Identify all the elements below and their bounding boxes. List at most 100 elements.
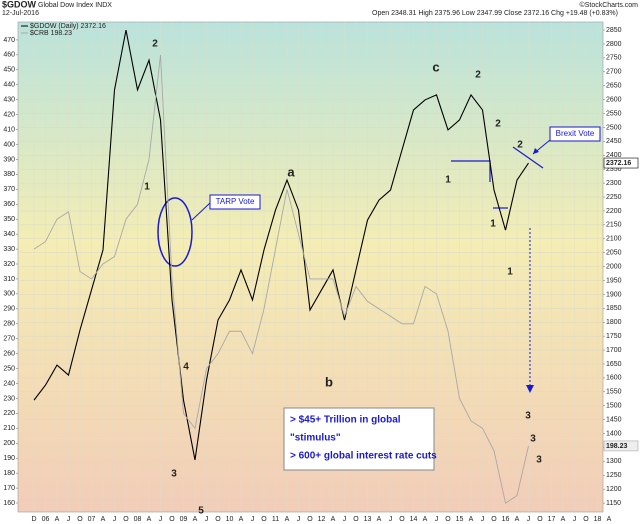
y2-tick-label: 2150: [606, 222, 622, 229]
x-tick-label: 07: [88, 516, 96, 523]
y2-tick-label: 2250: [606, 194, 622, 201]
x-tick-label: J: [205, 516, 209, 523]
x-tick-label: O: [353, 516, 359, 523]
value-label: 198.23: [606, 443, 628, 450]
arrowhead: [533, 148, 539, 154]
y-tick-label: 320: [3, 261, 15, 268]
x-tick-label: A: [331, 516, 336, 523]
y-tick-label: 380: [3, 171, 15, 178]
wave-label: 3: [525, 411, 531, 422]
series-line: [33, 54, 529, 504]
y-tick-label: 350: [3, 216, 15, 223]
ellipse: [157, 197, 193, 267]
y2-tick-label: 1200: [606, 486, 622, 493]
x-tick-label: 10: [226, 516, 234, 523]
x-tick-label: 06: [42, 516, 50, 523]
x-tick-label: O: [261, 516, 267, 523]
y-tick-label: 290: [3, 306, 15, 313]
wave-label: 3: [530, 434, 536, 445]
value-tag: [603, 157, 639, 169]
y-tick-label: 160: [3, 500, 15, 507]
x-tick-label: J: [527, 516, 531, 523]
y-tick-label: 270: [3, 336, 15, 343]
y2-tick-label: 2300: [606, 180, 622, 187]
y2-tick-label: 2050: [606, 250, 622, 257]
x-tick-label: O: [77, 516, 83, 523]
legend-entry: $CRB 198.23: [30, 30, 72, 37]
y-tick-label: 260: [3, 350, 15, 357]
y-tick-label: 170: [3, 485, 15, 492]
y-tick-label: 420: [3, 111, 15, 118]
y-tick-label: 450: [3, 67, 15, 74]
y2-tick-label: 1950: [606, 277, 622, 284]
series-line: [33, 29, 529, 461]
y2-tick-label: 1750: [606, 333, 622, 340]
y2-tick-label: 1300: [606, 458, 622, 465]
wave-label: 2: [475, 70, 481, 81]
y2-tick-label: 1500: [606, 403, 622, 410]
y2-tick-label: 2200: [606, 208, 622, 215]
y-tick-label: 310: [3, 276, 15, 283]
y2-tick-label: 1550: [606, 389, 622, 396]
y2-tick-label: 2550: [606, 110, 622, 117]
text-box-line: > $45+ Trillion in global: [290, 415, 401, 426]
x-tick-label: A: [607, 516, 612, 523]
text-box-line: > 600+ global interest rate cuts: [290, 451, 437, 462]
y2-tick-label: 2700: [606, 69, 622, 76]
wave-label: 3: [536, 455, 542, 466]
text-box-line: "stimulus": [290, 433, 341, 444]
x-tick-label: D: [31, 516, 36, 523]
value-label: 2372.16: [606, 160, 631, 167]
callout: Brexit Vote: [556, 129, 595, 138]
y2-tick-label: 2600: [606, 96, 622, 103]
y-tick-label: 370: [3, 186, 15, 193]
trendline: [512, 146, 544, 169]
x-tick-label: J: [297, 516, 301, 523]
y-tick-label: 190: [3, 455, 15, 462]
y2-tick-label: 2750: [606, 55, 622, 62]
y2-tick-label: 1250: [606, 472, 622, 479]
wave-label: 2: [495, 119, 501, 130]
y2-tick-label: 1150: [606, 500, 621, 507]
y-tick-label: 240: [3, 380, 15, 387]
x-tick-label: J: [389, 516, 393, 523]
x-tick-label: 18: [594, 516, 602, 523]
y2-tick-label: 1700: [606, 347, 622, 354]
y2-tick-label: 2500: [606, 124, 622, 131]
y2-tick-label: 2650: [606, 83, 622, 90]
y2-tick-label: 1650: [606, 361, 622, 368]
y-tick-label: 440: [3, 82, 15, 89]
wave-label: 3: [171, 469, 177, 480]
y2-tick-label: 1600: [606, 375, 622, 382]
y-tick-label: 400: [3, 141, 15, 148]
wave-label: 1: [507, 267, 513, 278]
x-tick-label: A: [285, 516, 290, 523]
x-tick-label: O: [307, 516, 313, 523]
x-tick-label: J: [251, 516, 255, 523]
x-tick-label: 13: [364, 516, 372, 523]
x-tick-label: 09: [180, 516, 188, 523]
x-tick-label: A: [101, 516, 106, 523]
x-tick-label: A: [239, 516, 244, 523]
y2-tick-label: 2400: [606, 152, 622, 159]
y-tick-label: 300: [3, 291, 15, 298]
x-tick-label: A: [377, 516, 382, 523]
wave-label: 4: [183, 362, 189, 373]
y2-tick-label: 1850: [606, 305, 622, 312]
y2-tick-label: 2000: [606, 263, 622, 270]
chart-subtitle: Global Dow Index INDX: [38, 2, 112, 9]
callout: TARP Vote: [216, 197, 255, 206]
x-tick-label: 15: [456, 516, 464, 523]
x-tick-label: J: [67, 516, 71, 523]
y-tick-label: 330: [3, 246, 15, 253]
x-tick-label: A: [515, 516, 520, 523]
x-tick-label: J: [159, 516, 163, 523]
wave-label: c: [432, 59, 439, 74]
y2-tick-label: 1400: [606, 430, 622, 437]
x-tick-label: A: [423, 516, 428, 523]
wave-label: 1: [144, 182, 150, 193]
callout-box: [549, 126, 601, 142]
y-tick-label: 340: [3, 231, 15, 238]
y-tick-label: 410: [3, 126, 15, 133]
y2-tick-label: 1450: [606, 416, 622, 423]
